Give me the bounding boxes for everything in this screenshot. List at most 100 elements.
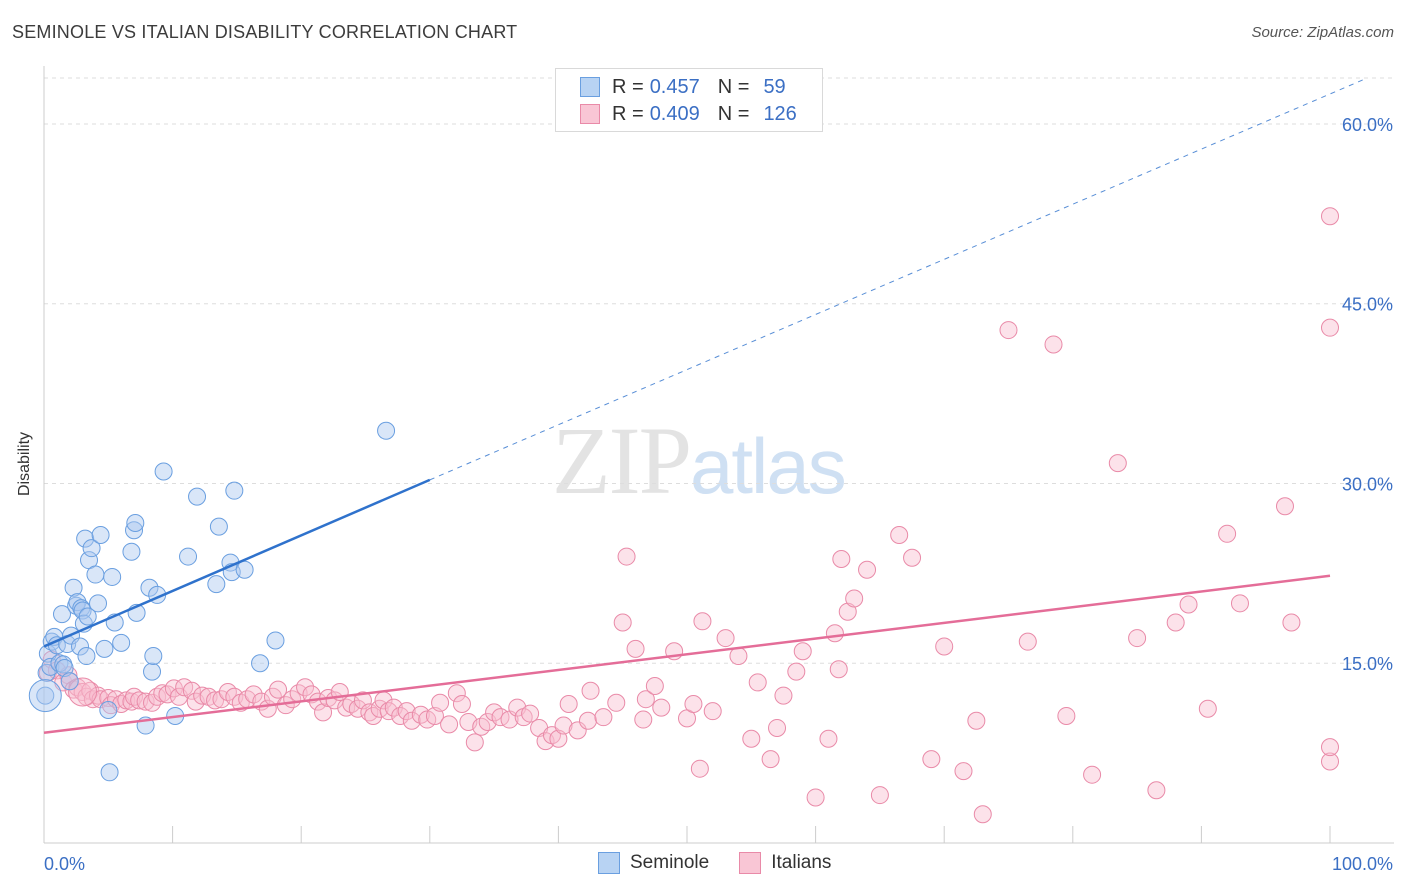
italians-point (440, 715, 459, 734)
italians-point (636, 690, 655, 709)
italians-point (1057, 706, 1076, 725)
italians-point (954, 762, 973, 781)
italians-point (1230, 594, 1249, 613)
italians-point (581, 681, 600, 700)
italians-point (1218, 524, 1237, 543)
italians-point (136, 692, 155, 711)
seminole-point (143, 662, 162, 681)
italians-point (634, 710, 653, 729)
italians-point (613, 613, 632, 632)
italians-point (431, 693, 450, 712)
italians-point (447, 684, 466, 703)
seminole-legend-swatch (598, 852, 620, 874)
italians-point (337, 698, 356, 717)
chart-title: SEMINOLE VS ITALIAN DISABILITY CORRELATI… (12, 22, 518, 42)
legend-item-italians: Italians (739, 852, 831, 874)
seminole-point (207, 575, 226, 594)
seminole-point (122, 542, 141, 561)
italians-point (465, 733, 484, 752)
italians-point (1147, 781, 1166, 800)
seminole-point (36, 686, 55, 705)
seminole-point (53, 605, 72, 624)
italians-point (122, 692, 141, 711)
italians-point (452, 694, 471, 713)
italians-point (690, 759, 709, 778)
italians-point (296, 678, 315, 697)
y-tick-label: 15.0% (1342, 654, 1393, 674)
legend-n-value: 126 (763, 102, 797, 125)
italians-point (68, 677, 98, 707)
italians-point (269, 680, 288, 699)
seminole-point (95, 639, 114, 658)
seminole-point (154, 462, 173, 481)
italians-point (787, 662, 806, 681)
legend-r-value: 0.457 (649, 75, 700, 98)
italians-point (1018, 632, 1037, 651)
seminole-trend-extension (429, 77, 1368, 481)
italians-point (825, 624, 844, 643)
italians-point (626, 639, 645, 658)
y-axis-label: Disability (16, 431, 33, 496)
italians-point (858, 560, 877, 579)
italians-point (1321, 738, 1339, 757)
legend-item-seminole: Seminole (598, 852, 709, 874)
seminole-point (266, 631, 285, 650)
italians-point (729, 647, 748, 666)
seminole-point (377, 421, 396, 440)
italians-point (1275, 497, 1294, 516)
seminole-point (209, 517, 228, 536)
italians-point (870, 786, 889, 805)
y-tick-label: 30.0% (1342, 474, 1393, 494)
watermark-zip: ZIP (552, 407, 692, 514)
seminole-point (60, 672, 79, 691)
italians-point (967, 711, 986, 730)
italians-point (890, 526, 909, 545)
seminole-point (64, 578, 83, 597)
italians-point (1044, 335, 1063, 354)
italians-point (761, 750, 780, 769)
seminole-point (225, 481, 244, 500)
italians-point (1108, 454, 1127, 473)
y-tick-label: 60.0% (1342, 115, 1393, 135)
italians-point (314, 703, 333, 722)
italians-point (903, 548, 922, 567)
italians-point (742, 729, 761, 748)
seminole-point (91, 526, 110, 545)
x-tick-label: 100.0% (1332, 854, 1393, 874)
correlation-legend: R = 0.457 N = 59 R = 0.409 N = 126 (555, 68, 823, 132)
seminole-point (73, 601, 92, 620)
seminole-point (82, 539, 101, 558)
seminole-point (251, 654, 270, 673)
italians-point (1321, 318, 1339, 337)
legend-n-label: N = (717, 75, 750, 98)
legend-row-italians: R = 0.409 N = 126 (580, 102, 797, 126)
italians-point (716, 629, 735, 648)
legend-n-label: N = (717, 102, 750, 125)
series-legend: Seminole Italians (598, 852, 861, 874)
italians-point (559, 694, 578, 713)
seminole-point (89, 594, 108, 613)
italians-point (594, 708, 613, 727)
italians-point (206, 691, 225, 710)
italians-point (829, 660, 848, 679)
watermark-atlas: atlas (690, 422, 847, 510)
seminole-point (125, 521, 144, 540)
italians-point (768, 718, 787, 737)
italians-point (617, 547, 636, 566)
seminole-swatch (580, 77, 600, 97)
seminole-point (28, 679, 62, 713)
italians-point (1166, 613, 1185, 632)
italians-point (922, 750, 941, 769)
italians-point (819, 729, 838, 748)
italians-point (125, 687, 144, 706)
seminole-point (76, 529, 95, 548)
italians-point (1198, 699, 1217, 718)
seminole-point (86, 565, 105, 584)
legend-n-value: 59 (763, 75, 786, 98)
italians-point (652, 698, 671, 717)
italians-point (607, 693, 626, 712)
italians-point (684, 694, 703, 713)
italians-point (806, 788, 825, 807)
italians-point (578, 711, 597, 730)
seminole-point (144, 647, 163, 666)
